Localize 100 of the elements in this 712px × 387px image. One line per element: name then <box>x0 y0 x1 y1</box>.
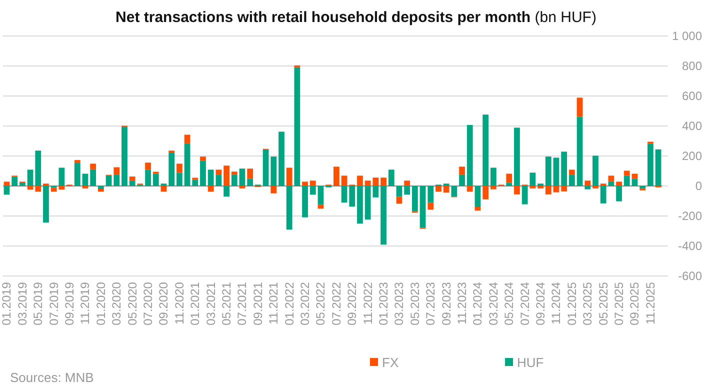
bar <box>247 168 254 179</box>
x-tick-label: 03.2021 <box>204 282 218 326</box>
bar <box>58 168 65 186</box>
x-tick-label: 09.2021 <box>250 282 265 326</box>
bar <box>545 186 552 194</box>
bar <box>568 174 575 186</box>
bar <box>466 186 473 192</box>
bar <box>561 152 568 186</box>
x-tick-label: 03.2022 <box>298 282 312 326</box>
bar <box>530 172 536 186</box>
bar <box>459 166 465 175</box>
x-tick-label: 09.2020 <box>156 282 171 326</box>
bar <box>632 178 638 186</box>
bar <box>466 124 473 186</box>
x-tick-label: 03.2023 <box>392 282 406 326</box>
legend-label: FX <box>382 355 399 370</box>
bar <box>506 174 512 183</box>
bar <box>90 169 96 186</box>
bar <box>490 168 496 186</box>
bar <box>82 174 88 186</box>
bar <box>600 186 606 204</box>
bar <box>482 186 489 200</box>
legend-label: HUF <box>517 355 544 370</box>
bar <box>294 67 300 186</box>
bar <box>420 186 426 228</box>
y-tick-label: 1 000 <box>672 29 702 43</box>
x-tick-label: 07.2024 <box>518 282 532 326</box>
bar <box>459 174 465 186</box>
x-tick-label: 01.2022 <box>282 282 296 326</box>
x-tick-label: 01.2023 <box>376 282 391 326</box>
bar <box>522 186 528 204</box>
x-tick-label: 01.2025 <box>564 282 579 326</box>
bar <box>608 181 614 186</box>
bar <box>568 170 575 175</box>
bar <box>4 186 10 195</box>
x-tick-label: 03.2025 <box>580 282 595 326</box>
bar <box>35 186 42 192</box>
bar <box>396 186 402 197</box>
y-tick-label: -400 <box>678 239 702 253</box>
bar <box>27 186 34 190</box>
x-tick-label: 05.2022 <box>314 282 328 326</box>
x-tick-label: 09.2022 <box>345 282 360 326</box>
bar <box>388 170 394 186</box>
y-tick-label: -200 <box>678 209 702 223</box>
bar <box>200 156 206 161</box>
x-tick-label: 05.2019 <box>31 282 46 326</box>
bar <box>616 186 622 202</box>
bar <box>302 186 308 218</box>
bar <box>98 186 104 189</box>
x-tick-label: 07.2020 <box>141 282 156 326</box>
bar <box>357 186 363 224</box>
bar <box>412 186 418 212</box>
bar <box>616 182 622 186</box>
x-tick-label: 05.2021 <box>220 282 234 326</box>
y-tick-label: 600 <box>682 89 702 103</box>
bar <box>428 202 434 210</box>
bar <box>208 186 214 192</box>
bar <box>404 186 410 195</box>
bar <box>129 176 136 181</box>
bar <box>239 168 246 186</box>
bar <box>270 186 277 194</box>
bar <box>35 150 42 186</box>
bar <box>310 186 316 195</box>
bar <box>341 186 348 203</box>
y-tick-label: 800 <box>682 59 702 73</box>
bar <box>396 196 402 204</box>
bar <box>12 176 18 186</box>
x-tick-label: 07.2019 <box>46 282 61 326</box>
bar <box>152 174 159 186</box>
x-tick-label: 05.2024 <box>502 282 516 326</box>
y-tick-label: 400 <box>682 119 702 133</box>
bar <box>184 134 190 144</box>
x-tick-label: 05.2023 <box>408 282 422 326</box>
bar <box>436 186 442 192</box>
bar <box>114 174 120 186</box>
x-tick-label: 09.2024 <box>534 282 548 326</box>
bar <box>553 158 560 186</box>
bar <box>632 174 638 179</box>
bar <box>451 186 458 197</box>
x-tick-label: 11.2023 <box>455 282 470 324</box>
bar <box>176 172 182 186</box>
bar <box>98 189 104 192</box>
bar <box>318 204 324 209</box>
bar <box>27 170 34 186</box>
bar <box>514 186 520 194</box>
bar <box>584 186 591 190</box>
x-tick-label: 01.2020 <box>94 282 108 326</box>
x-tick-label: 03.2024 <box>486 282 500 326</box>
bar <box>216 170 222 175</box>
x-tick-label: 11.2022 <box>360 282 375 324</box>
x-tick-label: 01.2019 <box>0 282 14 326</box>
bar <box>482 114 489 186</box>
bar <box>428 186 434 203</box>
bar <box>4 182 10 186</box>
x-tick-label: 11.2025 <box>643 282 658 324</box>
bar <box>624 176 630 186</box>
x-tick-label: 05.2025 <box>596 282 610 326</box>
bar <box>404 180 410 186</box>
bar <box>380 178 386 186</box>
chart-title: Net transactions with retail household deposits per month (bn HUF) <box>116 9 596 26</box>
